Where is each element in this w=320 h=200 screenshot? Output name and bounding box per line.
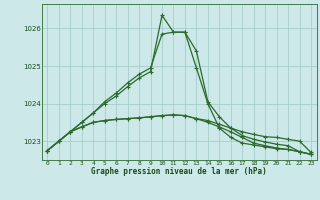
X-axis label: Graphe pression niveau de la mer (hPa): Graphe pression niveau de la mer (hPa) bbox=[91, 167, 267, 176]
